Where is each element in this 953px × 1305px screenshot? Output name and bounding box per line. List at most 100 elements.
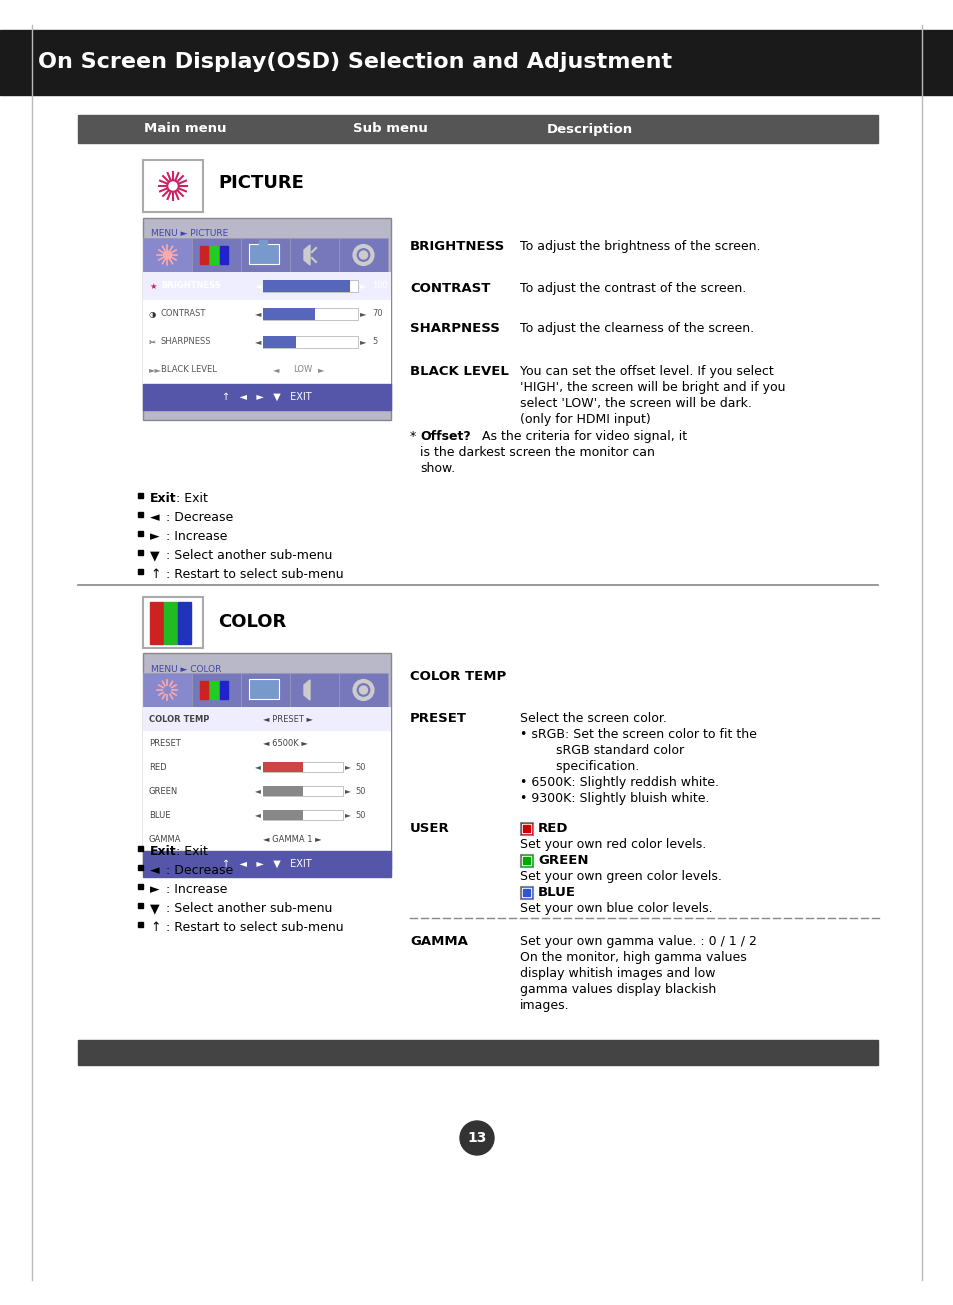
Text: display whitish images and low: display whitish images and low xyxy=(519,967,715,980)
Text: ►: ► xyxy=(317,365,324,375)
Bar xyxy=(522,825,530,833)
Bar xyxy=(143,827,391,851)
Text: ◄: ◄ xyxy=(273,365,279,375)
Text: : Restart to select sub-menu: : Restart to select sub-menu xyxy=(166,568,343,581)
Text: SHARPNESS: SHARPNESS xyxy=(161,338,212,347)
Text: 50: 50 xyxy=(355,787,365,796)
Text: 100: 100 xyxy=(372,282,387,291)
Bar xyxy=(78,115,877,144)
Text: ◄ GAMMA 1 ►: ◄ GAMMA 1 ► xyxy=(263,834,321,843)
Bar xyxy=(263,281,350,292)
Bar xyxy=(290,238,338,271)
Text: COLOR TEMP: COLOR TEMP xyxy=(149,715,209,723)
Text: CONTRAST: CONTRAST xyxy=(161,309,206,318)
Circle shape xyxy=(167,180,179,192)
Bar xyxy=(263,308,357,320)
Text: To adjust the brightness of the screen.: To adjust the brightness of the screen. xyxy=(519,240,760,253)
Bar xyxy=(263,786,343,796)
Bar xyxy=(521,887,531,897)
Text: GAMMA: GAMMA xyxy=(149,834,181,843)
Bar xyxy=(522,857,530,864)
Text: ►: ► xyxy=(359,282,366,291)
Bar xyxy=(143,238,192,271)
Bar xyxy=(263,281,357,292)
Bar xyxy=(519,822,533,835)
Text: ►: ► xyxy=(150,530,159,543)
Bar xyxy=(143,673,192,707)
Text: PRESET: PRESET xyxy=(149,739,180,748)
Text: Description: Description xyxy=(546,123,633,136)
Bar xyxy=(519,886,533,899)
Bar xyxy=(143,803,391,827)
Text: CONTRAST: CONTRAST xyxy=(410,282,490,295)
Polygon shape xyxy=(304,245,310,265)
Text: ◄: ◄ xyxy=(254,282,261,291)
Bar xyxy=(143,851,391,877)
Text: PICTURE: PICTURE xyxy=(218,174,304,192)
Text: : Decrease: : Decrease xyxy=(166,512,233,525)
Text: To adjust the clearness of the screen.: To adjust the clearness of the screen. xyxy=(519,322,753,335)
Bar xyxy=(338,238,388,271)
Text: ↑: ↑ xyxy=(150,921,160,934)
Text: : Select another sub-menu: : Select another sub-menu xyxy=(166,902,332,915)
Text: : Exit: : Exit xyxy=(175,492,208,505)
Text: ►: ► xyxy=(345,762,351,771)
Text: ►: ► xyxy=(345,787,351,796)
Bar xyxy=(249,244,278,264)
Bar xyxy=(143,756,391,779)
Text: On the monitor, high gamma values: On the monitor, high gamma values xyxy=(519,951,746,964)
Bar xyxy=(164,602,177,643)
Text: BRIGHTNESS: BRIGHTNESS xyxy=(161,282,220,291)
Bar xyxy=(150,602,163,643)
Bar xyxy=(258,240,267,244)
Text: ►: ► xyxy=(359,309,366,318)
Bar xyxy=(143,218,391,420)
Text: : Restart to select sub-menu: : Restart to select sub-menu xyxy=(166,921,343,934)
Text: Set your own red color levels.: Set your own red color levels. xyxy=(519,838,705,851)
Bar xyxy=(143,356,391,384)
Bar xyxy=(138,846,143,851)
Text: ↑: ↑ xyxy=(150,568,160,581)
Text: GAMMA: GAMMA xyxy=(410,934,467,947)
Text: ◄: ◄ xyxy=(254,762,260,771)
Text: *: * xyxy=(410,431,420,442)
Bar xyxy=(143,328,391,356)
Text: ▼: ▼ xyxy=(150,549,159,562)
Bar xyxy=(138,549,143,555)
Text: You can set the offset level. If you select: You can set the offset level. If you sel… xyxy=(519,365,773,378)
Circle shape xyxy=(169,181,177,191)
Text: ◄: ◄ xyxy=(254,810,260,820)
Text: 5: 5 xyxy=(372,338,376,347)
Bar xyxy=(521,823,531,833)
Bar xyxy=(290,673,338,707)
Text: sRGB standard color: sRGB standard color xyxy=(519,744,683,757)
Text: ►: ► xyxy=(345,810,351,820)
Bar xyxy=(263,335,357,348)
Bar xyxy=(263,810,343,820)
Text: ↑   ◄   ►   ▼   EXIT: ↑ ◄ ► ▼ EXIT xyxy=(222,859,312,869)
Text: ◄: ◄ xyxy=(254,309,261,318)
Text: USER: USER xyxy=(410,822,449,835)
Bar xyxy=(220,247,228,264)
Bar xyxy=(210,681,218,699)
Bar xyxy=(138,865,143,870)
Text: images.: images. xyxy=(519,1000,569,1011)
Text: : Select another sub-menu: : Select another sub-menu xyxy=(166,549,332,562)
Text: gamma values display blackish: gamma values display blackish xyxy=(519,983,716,996)
Text: BLUE: BLUE xyxy=(149,810,171,820)
Bar xyxy=(210,247,218,264)
Text: RED: RED xyxy=(149,762,167,771)
Text: BRIGHTNESS: BRIGHTNESS xyxy=(410,240,505,253)
Text: ◄: ◄ xyxy=(254,787,260,796)
Bar xyxy=(143,596,203,649)
Bar xyxy=(263,786,303,796)
Text: 50: 50 xyxy=(355,810,365,820)
Text: ▼: ▼ xyxy=(150,902,159,915)
Circle shape xyxy=(359,686,367,694)
Bar xyxy=(522,889,530,897)
Bar xyxy=(143,161,203,211)
Text: show.: show. xyxy=(419,462,455,475)
Text: COLOR TEMP: COLOR TEMP xyxy=(410,669,506,683)
Text: (only for HDMI input): (only for HDMI input) xyxy=(519,412,650,425)
Text: Exit: Exit xyxy=(150,492,176,505)
